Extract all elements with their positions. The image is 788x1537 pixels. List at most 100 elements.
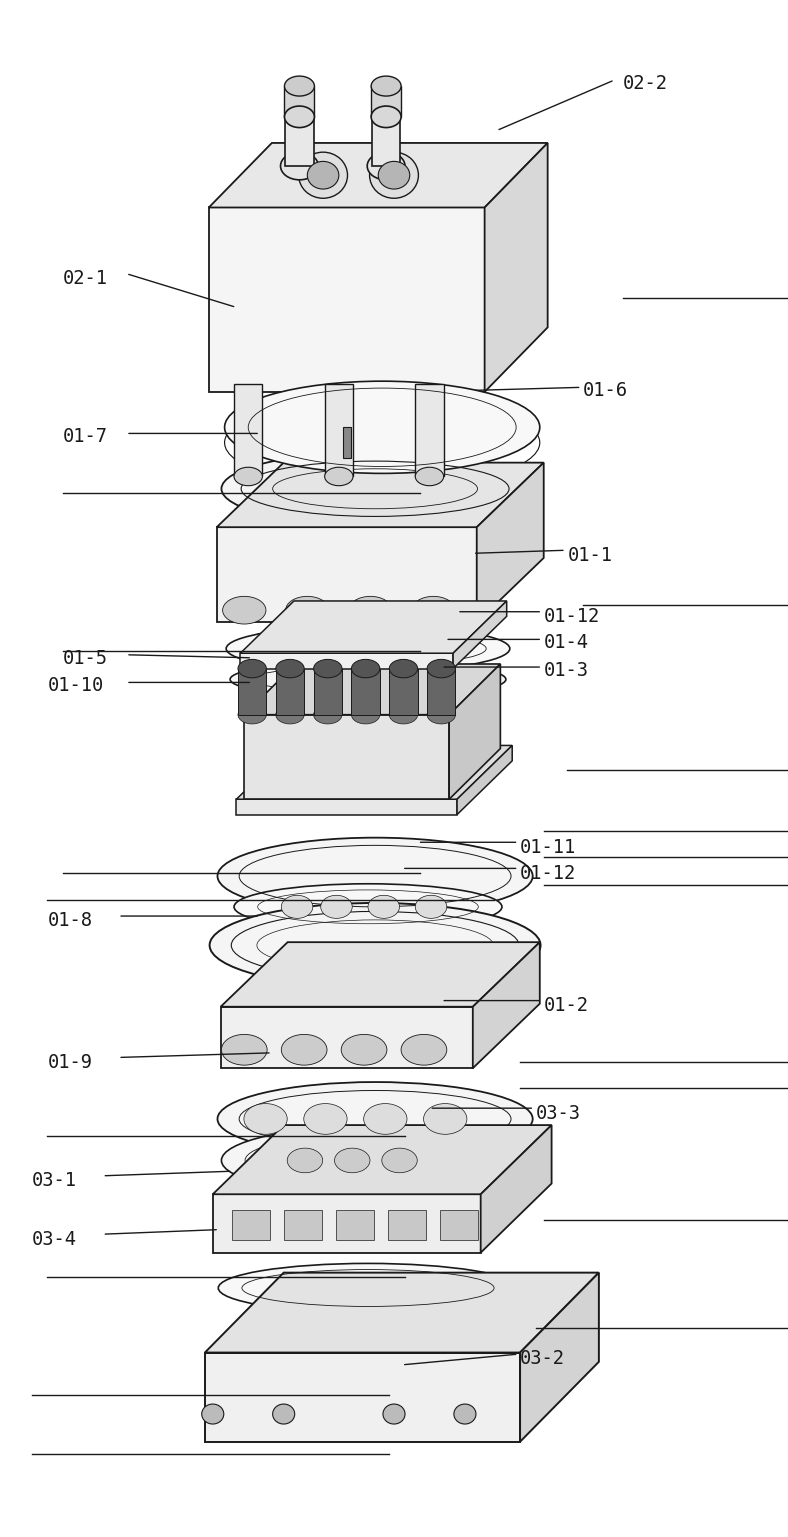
- Bar: [284, 86, 314, 117]
- Ellipse shape: [454, 1405, 476, 1423]
- Polygon shape: [240, 653, 453, 669]
- Ellipse shape: [284, 75, 314, 95]
- Polygon shape: [473, 942, 540, 1068]
- Text: 01-1: 01-1: [567, 546, 612, 564]
- Bar: [371, 86, 401, 117]
- Polygon shape: [217, 463, 544, 527]
- Text: 01-2: 01-2: [544, 996, 589, 1014]
- Ellipse shape: [238, 659, 266, 678]
- Bar: [336, 1210, 374, 1240]
- Ellipse shape: [284, 106, 314, 128]
- Text: 03-2: 03-2: [520, 1349, 565, 1368]
- Ellipse shape: [314, 659, 342, 678]
- Text: 01-5: 01-5: [63, 649, 108, 667]
- Polygon shape: [213, 1125, 552, 1194]
- Bar: [427, 669, 455, 715]
- Ellipse shape: [202, 1405, 224, 1423]
- Ellipse shape: [371, 106, 401, 128]
- Ellipse shape: [424, 1104, 467, 1134]
- Ellipse shape: [367, 152, 405, 180]
- Text: 03-1: 03-1: [32, 1171, 76, 1190]
- Ellipse shape: [238, 705, 266, 724]
- Ellipse shape: [351, 659, 380, 678]
- Polygon shape: [209, 143, 548, 207]
- Bar: [389, 669, 418, 715]
- Bar: [343, 427, 351, 458]
- Ellipse shape: [273, 1405, 295, 1423]
- Polygon shape: [217, 527, 477, 622]
- Ellipse shape: [281, 895, 313, 919]
- Bar: [285, 117, 314, 166]
- Ellipse shape: [276, 705, 304, 724]
- Text: 01-11: 01-11: [520, 838, 576, 856]
- Bar: [388, 1210, 426, 1240]
- Polygon shape: [449, 664, 500, 799]
- Bar: [325, 384, 353, 476]
- Ellipse shape: [210, 902, 541, 988]
- Ellipse shape: [368, 895, 400, 919]
- Ellipse shape: [287, 1148, 323, 1173]
- Polygon shape: [205, 1273, 599, 1353]
- Bar: [232, 1210, 270, 1240]
- Ellipse shape: [351, 705, 380, 724]
- Bar: [372, 117, 400, 166]
- Ellipse shape: [225, 381, 540, 473]
- Ellipse shape: [303, 1104, 347, 1134]
- Polygon shape: [520, 1273, 599, 1442]
- Polygon shape: [481, 1125, 552, 1253]
- Text: 01-6: 01-6: [583, 381, 628, 400]
- Ellipse shape: [221, 1034, 267, 1065]
- Polygon shape: [477, 463, 544, 622]
- Ellipse shape: [415, 895, 447, 919]
- Ellipse shape: [276, 659, 304, 678]
- Text: 01-3: 01-3: [544, 661, 589, 679]
- Bar: [276, 669, 304, 715]
- Polygon shape: [453, 601, 507, 669]
- Ellipse shape: [364, 1104, 407, 1134]
- Ellipse shape: [281, 1034, 327, 1065]
- Ellipse shape: [415, 467, 444, 486]
- Bar: [234, 384, 262, 476]
- Ellipse shape: [427, 659, 455, 678]
- Ellipse shape: [334, 1148, 370, 1173]
- Text: 03-4: 03-4: [32, 1230, 76, 1248]
- Ellipse shape: [348, 596, 392, 624]
- Bar: [440, 1210, 478, 1240]
- Ellipse shape: [401, 1034, 447, 1065]
- Ellipse shape: [217, 838, 533, 915]
- Text: 01-12: 01-12: [544, 607, 600, 626]
- Polygon shape: [221, 942, 540, 1007]
- Polygon shape: [221, 1007, 473, 1068]
- Ellipse shape: [321, 895, 352, 919]
- Bar: [238, 669, 266, 715]
- Text: 01-4: 01-4: [544, 633, 589, 652]
- Ellipse shape: [234, 884, 502, 930]
- Polygon shape: [240, 601, 507, 653]
- Ellipse shape: [234, 467, 262, 486]
- Bar: [415, 384, 444, 476]
- Text: 03-3: 03-3: [536, 1104, 581, 1122]
- Ellipse shape: [383, 1405, 405, 1423]
- Bar: [284, 1210, 322, 1240]
- Ellipse shape: [217, 1082, 533, 1156]
- Polygon shape: [205, 1353, 520, 1442]
- Text: 01-12: 01-12: [520, 864, 576, 882]
- Text: 02-1: 02-1: [63, 269, 108, 287]
- Polygon shape: [244, 664, 500, 715]
- Ellipse shape: [378, 161, 410, 189]
- Ellipse shape: [244, 1104, 288, 1134]
- Polygon shape: [236, 799, 457, 815]
- Ellipse shape: [427, 705, 455, 724]
- Polygon shape: [244, 715, 449, 799]
- Ellipse shape: [222, 596, 266, 624]
- Text: 01-8: 01-8: [47, 911, 92, 930]
- Ellipse shape: [299, 152, 348, 198]
- Ellipse shape: [230, 661, 506, 698]
- Ellipse shape: [381, 1148, 418, 1173]
- Text: 01-9: 01-9: [47, 1053, 92, 1071]
- Ellipse shape: [218, 1263, 518, 1313]
- Ellipse shape: [281, 152, 318, 180]
- Ellipse shape: [314, 705, 342, 724]
- Ellipse shape: [226, 626, 510, 672]
- Ellipse shape: [370, 152, 418, 198]
